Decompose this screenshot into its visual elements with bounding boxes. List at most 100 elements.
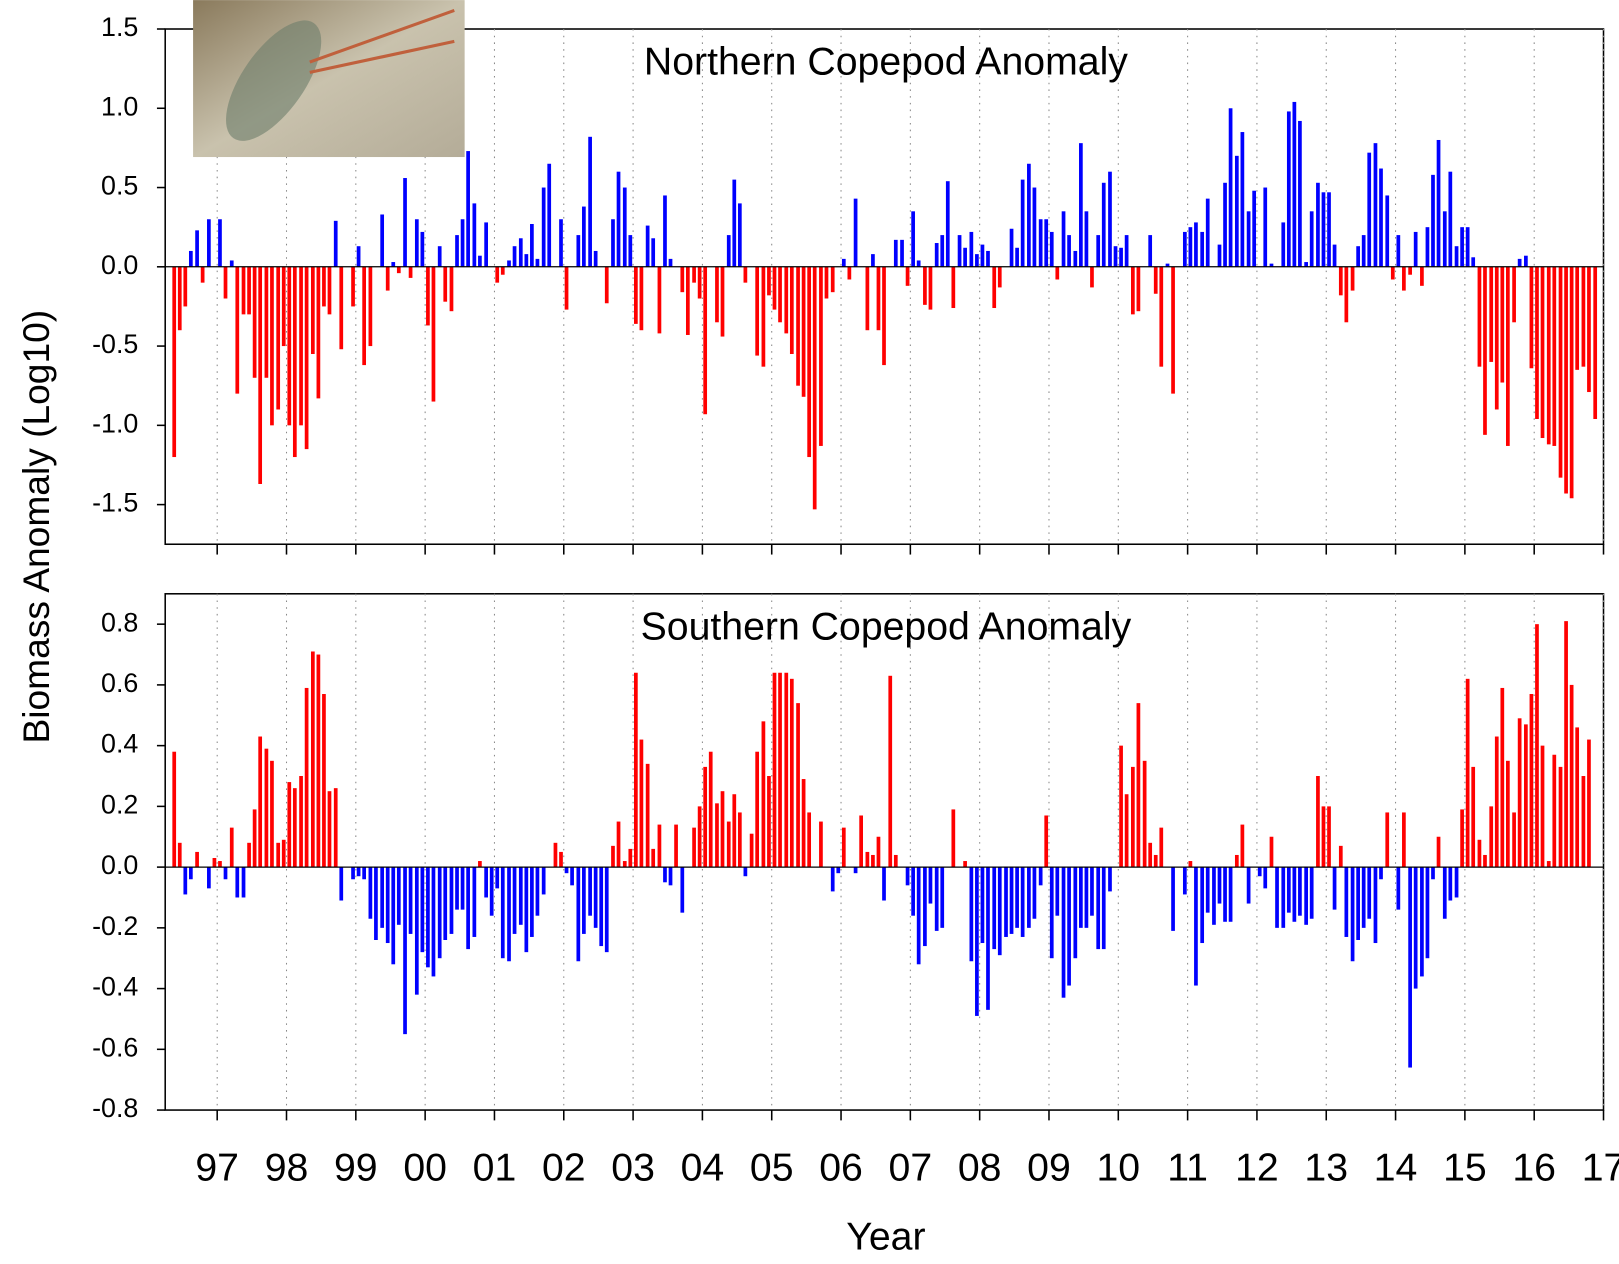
bar bbox=[530, 223, 534, 267]
bar bbox=[1350, 867, 1355, 962]
bar bbox=[928, 867, 933, 904]
bar bbox=[992, 867, 997, 950]
bar bbox=[859, 815, 863, 868]
bar bbox=[1316, 182, 1320, 267]
bar bbox=[975, 867, 979, 1016]
bar bbox=[1044, 219, 1049, 267]
bar bbox=[801, 266, 806, 397]
bar bbox=[1379, 168, 1383, 267]
bar bbox=[1402, 266, 1406, 291]
bar bbox=[888, 675, 893, 868]
bar bbox=[1049, 231, 1054, 267]
bar bbox=[1517, 718, 1522, 868]
bar bbox=[1298, 867, 1302, 916]
bar bbox=[663, 195, 667, 267]
bar bbox=[1281, 222, 1286, 267]
bar bbox=[1004, 867, 1008, 937]
bar bbox=[356, 867, 361, 877]
bar bbox=[1292, 867, 1297, 922]
bar bbox=[1090, 867, 1094, 916]
x-tick-label: 14 bbox=[1374, 1145, 1418, 1189]
bar bbox=[172, 266, 177, 458]
bar bbox=[1124, 794, 1129, 868]
bar bbox=[1200, 867, 1205, 944]
bar bbox=[663, 867, 667, 883]
bar bbox=[841, 827, 846, 868]
bar bbox=[1159, 827, 1164, 868]
bar bbox=[1038, 867, 1043, 886]
bar bbox=[911, 211, 915, 267]
bar bbox=[188, 250, 193, 267]
bar bbox=[449, 266, 454, 312]
y-tick-label: 0.4 bbox=[101, 729, 138, 759]
bar bbox=[784, 266, 789, 334]
bar bbox=[518, 238, 523, 267]
bar bbox=[1171, 867, 1175, 931]
x-tick-label: 13 bbox=[1304, 1145, 1348, 1189]
bar bbox=[1108, 867, 1112, 892]
y-tick-label: 1.0 bbox=[101, 91, 138, 121]
bar bbox=[1471, 766, 1476, 868]
bar bbox=[1020, 867, 1025, 937]
bar bbox=[500, 266, 505, 275]
bar bbox=[1321, 192, 1326, 267]
bar bbox=[576, 235, 581, 267]
bar bbox=[969, 231, 974, 267]
bar bbox=[188, 867, 193, 880]
bar bbox=[1546, 861, 1551, 868]
bar bbox=[1552, 266, 1557, 446]
y-tick-label: -1.0 bbox=[92, 408, 138, 438]
bar bbox=[697, 266, 702, 299]
bar bbox=[1471, 257, 1476, 267]
bar bbox=[1505, 760, 1510, 868]
bar bbox=[530, 867, 534, 937]
bar bbox=[1148, 235, 1153, 267]
x-tick-label: 12 bbox=[1235, 1145, 1279, 1189]
bar bbox=[1044, 815, 1049, 868]
bar bbox=[460, 219, 465, 267]
x-tick-label: 03 bbox=[611, 1145, 655, 1189]
bar bbox=[1240, 132, 1245, 267]
bar bbox=[276, 266, 281, 410]
bar bbox=[1385, 195, 1390, 267]
bar bbox=[1084, 211, 1089, 267]
bar bbox=[484, 222, 488, 267]
y-tick-label: -0.8 bbox=[92, 1093, 138, 1123]
bar bbox=[1344, 266, 1349, 323]
bar bbox=[1581, 266, 1586, 367]
bar bbox=[1032, 187, 1037, 267]
bar bbox=[836, 867, 841, 874]
bar bbox=[1587, 266, 1591, 393]
bar bbox=[975, 254, 979, 267]
bar bbox=[1338, 266, 1343, 296]
bar bbox=[241, 867, 246, 898]
bar bbox=[339, 266, 344, 350]
bar bbox=[322, 694, 326, 868]
bar bbox=[1489, 806, 1494, 868]
bar bbox=[276, 842, 281, 868]
bar bbox=[1223, 867, 1227, 922]
bar bbox=[900, 239, 904, 267]
bar bbox=[1420, 867, 1424, 977]
bar bbox=[212, 858, 217, 868]
bar bbox=[951, 809, 956, 868]
bar bbox=[668, 867, 673, 886]
bar bbox=[582, 867, 586, 934]
bar bbox=[1431, 867, 1435, 880]
bar bbox=[408, 867, 413, 934]
x-tick-label: 06 bbox=[819, 1145, 863, 1189]
bar bbox=[472, 203, 477, 267]
bar bbox=[466, 151, 470, 267]
bar bbox=[1524, 724, 1528, 868]
bar bbox=[1402, 812, 1406, 868]
bar bbox=[1448, 171, 1453, 267]
y-tick-label: -0.6 bbox=[92, 1032, 138, 1062]
bar bbox=[657, 266, 662, 334]
bar bbox=[1356, 867, 1360, 940]
bar bbox=[1079, 867, 1083, 928]
bar bbox=[1425, 227, 1430, 267]
bar bbox=[455, 235, 459, 267]
bar bbox=[1350, 266, 1355, 291]
bar bbox=[1569, 684, 1574, 868]
y-axis-label: Biomass Anomaly (Log10) bbox=[15, 310, 57, 744]
